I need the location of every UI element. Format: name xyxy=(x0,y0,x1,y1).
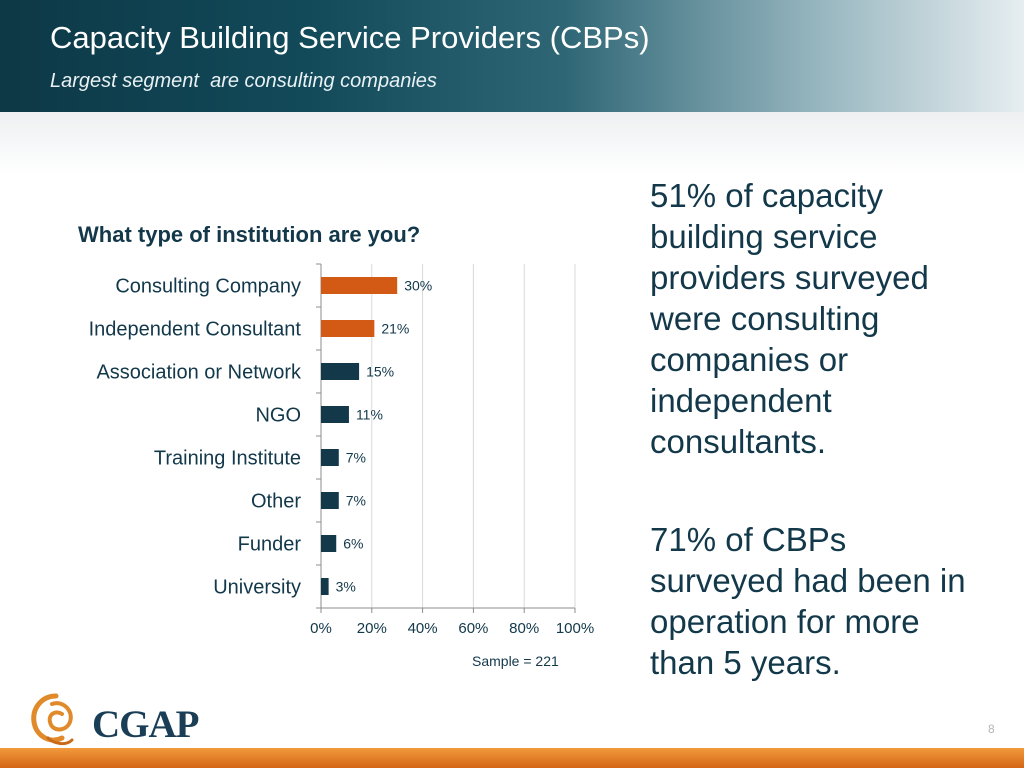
category-label: Association or Network xyxy=(96,362,302,384)
bar xyxy=(321,363,360,380)
bar-chart: 0% 20% 40% 60% 80% 100% Consulting Company 30% I… xyxy=(89,263,594,637)
data-label: 21% xyxy=(381,321,409,337)
category-label: Other xyxy=(251,491,301,513)
data-label: 7% xyxy=(346,493,366,509)
category-label: Consulting Company xyxy=(115,276,301,298)
data-label: 7% xyxy=(346,450,366,466)
data-label: 6% xyxy=(343,536,363,552)
cgap-logo-text: CGAP xyxy=(92,703,199,746)
x-tick-label: 100% xyxy=(556,620,594,637)
bar xyxy=(321,449,339,466)
bar xyxy=(321,277,398,294)
sample-note: Sample = 221 xyxy=(472,653,559,669)
category-label: University xyxy=(213,577,301,599)
x-tick-label: 80% xyxy=(509,620,539,637)
x-tick-label: 0% xyxy=(310,620,332,637)
x-tick-label: 60% xyxy=(458,620,488,637)
category-label: Funder xyxy=(238,534,302,556)
header-banner: Capacity Building Service Providers (CBP… xyxy=(0,0,1024,112)
page-number: 8 xyxy=(988,722,995,736)
bar xyxy=(321,492,339,509)
callout-consulting-share: 51% of capacity building service provide… xyxy=(650,177,929,460)
data-label: 15% xyxy=(366,364,394,380)
category-label: Independent Consultant xyxy=(89,319,302,341)
bar xyxy=(321,535,337,552)
bar xyxy=(321,578,329,595)
callout-years-in-operation: 71% of CBPs surveyed had been in operati… xyxy=(650,521,966,681)
bar xyxy=(321,320,375,337)
footer-bar xyxy=(0,748,1024,768)
slide-subtitle: Largest segment are consulting companies xyxy=(50,70,437,92)
x-tick-label: 40% xyxy=(408,620,438,637)
cgap-swirl-icon xyxy=(31,693,74,746)
chart-question: What type of institution are you? xyxy=(78,222,421,247)
category-label: NGO xyxy=(255,405,301,427)
data-label: 30% xyxy=(404,278,432,294)
slide-title: Capacity Building Service Providers (CBP… xyxy=(50,20,650,55)
x-tick-label: 20% xyxy=(357,620,387,637)
bar xyxy=(321,406,349,423)
category-label: Training Institute xyxy=(154,448,301,470)
content-area xyxy=(0,112,1024,748)
cgap-logo: CGAP xyxy=(22,688,222,750)
data-label: 3% xyxy=(336,579,356,595)
data-label: 11% xyxy=(356,407,383,423)
